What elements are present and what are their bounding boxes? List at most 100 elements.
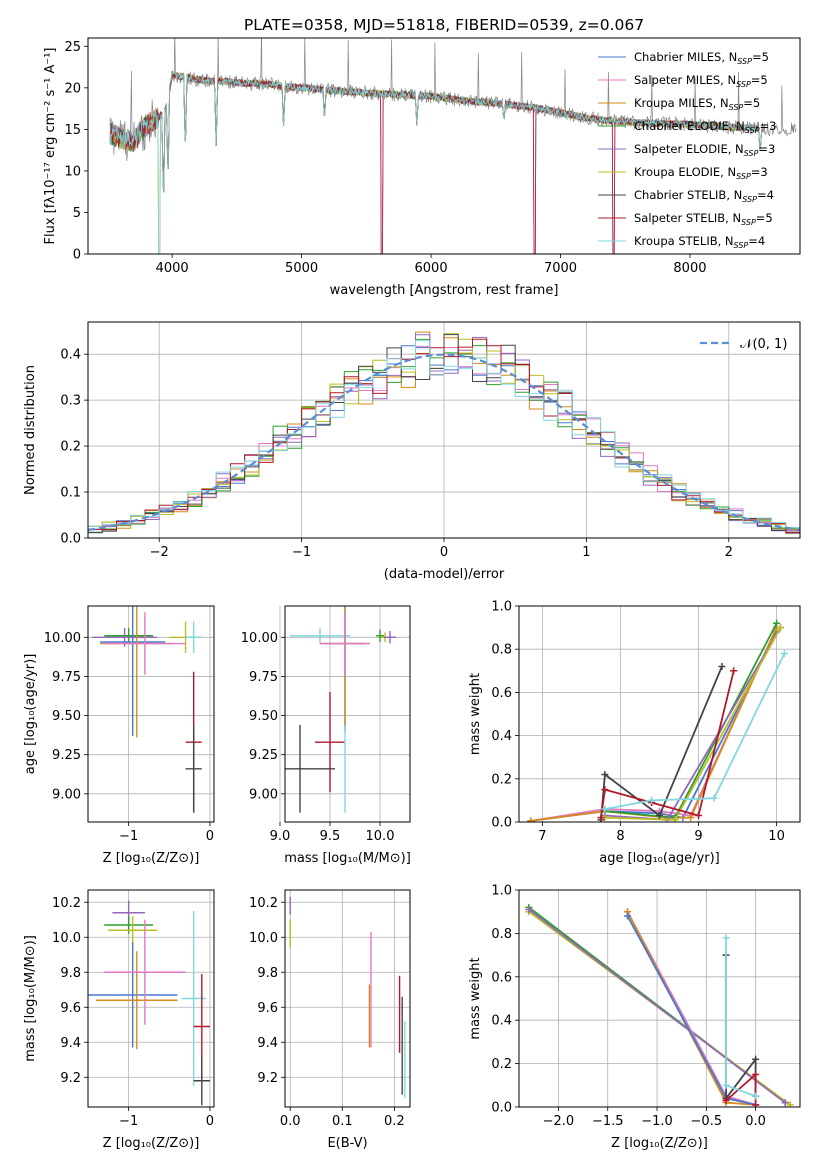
error-bar — [185, 621, 202, 653]
series-point — [773, 619, 781, 627]
series-line — [530, 631, 778, 822]
x-axis-label: wavelength [Angstrom, rest frame] — [330, 283, 559, 298]
y-tick-label: 0.3 — [60, 394, 81, 409]
gaussian-curve — [88, 353, 800, 531]
y-tick-label: 5 — [73, 206, 81, 221]
error-bar — [108, 916, 158, 945]
y-tick-label: 9.75 — [52, 670, 81, 685]
x-tick-label: 9.0 — [270, 829, 291, 844]
legend-entry: Salpeter ELODIE, NSSP=3 — [634, 142, 775, 158]
weight-series — [527, 624, 781, 822]
axes-frame — [284, 605, 411, 823]
axes-frame — [518, 605, 801, 823]
x-axis-label: (data-model)/error — [384, 567, 505, 582]
axes-frame — [284, 889, 411, 1108]
series-point — [752, 1055, 760, 1063]
y-tick-label: 9.6 — [257, 1001, 278, 1016]
series-point — [671, 816, 679, 822]
series-line — [604, 627, 782, 821]
x-tick-label: −1 — [119, 829, 138, 844]
legend-entry: Chabrier STELIB, NSSP=4 — [634, 188, 774, 204]
y-axis-label: Normed distribution — [23, 365, 38, 495]
series-line — [626, 915, 756, 1106]
y-tick-label: 0.4 — [491, 1014, 512, 1029]
error-bar — [104, 612, 186, 675]
legend-entry: 𝒩(0, 1) — [740, 337, 787, 352]
y-tick-label: 9.2 — [257, 1071, 278, 1086]
plot-area — [525, 903, 794, 1107]
plot-area — [109, 38, 797, 254]
series-point — [752, 1101, 760, 1107]
x-tick-label: −1.5 — [592, 1114, 624, 1129]
error-bar — [104, 916, 154, 934]
axes-frame — [518, 889, 801, 1108]
x-tick-label: −1 — [292, 545, 311, 560]
legend-entry: Kroupa MILES, NSSP=5 — [634, 96, 760, 112]
panel-weight-vs-Z: −2.0 −1.5 −1.0 −0.5 0.0 0.0 0.2 0.4 0.6 0.8 1.0 Z [… — [468, 884, 801, 1151]
y-tick-label: 0.6 — [491, 686, 512, 701]
y-tick-label: 9.00 — [52, 787, 81, 802]
x-axis-label: E(B-V) — [327, 1136, 367, 1151]
y-tick-label: 0.8 — [491, 643, 512, 658]
x-tick-label: 0.0 — [280, 1114, 301, 1129]
y-tick-label: 0.0 — [60, 532, 81, 547]
x-tick-label: 10.0 — [366, 829, 395, 844]
axes-frame — [87, 37, 801, 255]
weight-series — [601, 650, 788, 813]
error-bar — [285, 724, 335, 813]
series-point — [525, 906, 533, 914]
y-tick-label: 10.2 — [249, 896, 278, 911]
series-point — [722, 934, 730, 942]
y-tick-label: 0.2 — [491, 1057, 512, 1072]
x-tick-label: 0.1 — [332, 1114, 353, 1129]
y-tick-label: 9.25 — [52, 748, 81, 763]
y-tick-label: 9.50 — [52, 709, 81, 724]
error-bar — [100, 606, 166, 736]
y-tick-label: 10 — [64, 164, 81, 179]
series-point — [786, 1101, 794, 1107]
series-line — [530, 627, 778, 822]
series-point — [656, 812, 663, 820]
x-tick-label: 9 — [694, 829, 702, 844]
series-point — [780, 650, 788, 658]
panel-weight-vs-age: 7 8 9 10 0.0 0.2 0.4 0.6 0.8 1.0 age [log₁₀(age/yr… — [468, 600, 801, 866]
y-tick-label: 10.00 — [44, 631, 81, 646]
x-tick-label: 6000 — [415, 261, 448, 276]
plot-area — [285, 606, 396, 813]
histogram-step — [88, 340, 800, 528]
y-tick-label: 0.1 — [60, 486, 81, 501]
x-axis-label: Z [log₁₀(Z/Z⊙)] — [103, 1136, 200, 1151]
y-tick-label: 1.0 — [491, 600, 512, 615]
y-tick-label: 15 — [64, 123, 81, 138]
axes-frame — [87, 889, 215, 1108]
x-tick-label: 0 — [206, 1114, 214, 1129]
x-tick-label: −2 — [150, 545, 169, 560]
weight-series — [527, 628, 781, 822]
series-point — [722, 1096, 730, 1104]
y-tick-label: 9.00 — [249, 787, 278, 802]
y-tick-label: 0.2 — [491, 772, 512, 787]
series-line — [604, 627, 782, 821]
error-bar — [384, 631, 396, 644]
y-tick-label: 9.4 — [257, 1036, 278, 1051]
series-point — [648, 796, 656, 804]
plot-area — [88, 900, 210, 1106]
y-tick-label: 25 — [64, 40, 81, 55]
y-tick-label: 0.6 — [491, 970, 512, 985]
series-point — [722, 1081, 730, 1089]
spectrum-line — [109, 71, 763, 254]
x-tick-label: 0 — [440, 545, 448, 560]
y-tick-label: 9.50 — [249, 709, 278, 724]
error-bar — [104, 919, 186, 1025]
panel-mass-vs-EBV: 0.0 0.1 0.2 9.2 9.4 9.6 9.8 10.0 10.2 E(B-V) — [249, 889, 411, 1151]
y-tick-label: 0.8 — [491, 927, 512, 942]
x-tick-label: 0.0 — [745, 1114, 766, 1129]
series-point — [710, 794, 718, 802]
y-tick-label: 0.4 — [60, 348, 81, 363]
weight-series — [527, 624, 781, 822]
x-tick-label: 0 — [206, 829, 214, 844]
x-tick-label: −1.0 — [641, 1114, 673, 1129]
y-tick-label: 10.2 — [52, 896, 81, 911]
series-point — [718, 662, 726, 670]
